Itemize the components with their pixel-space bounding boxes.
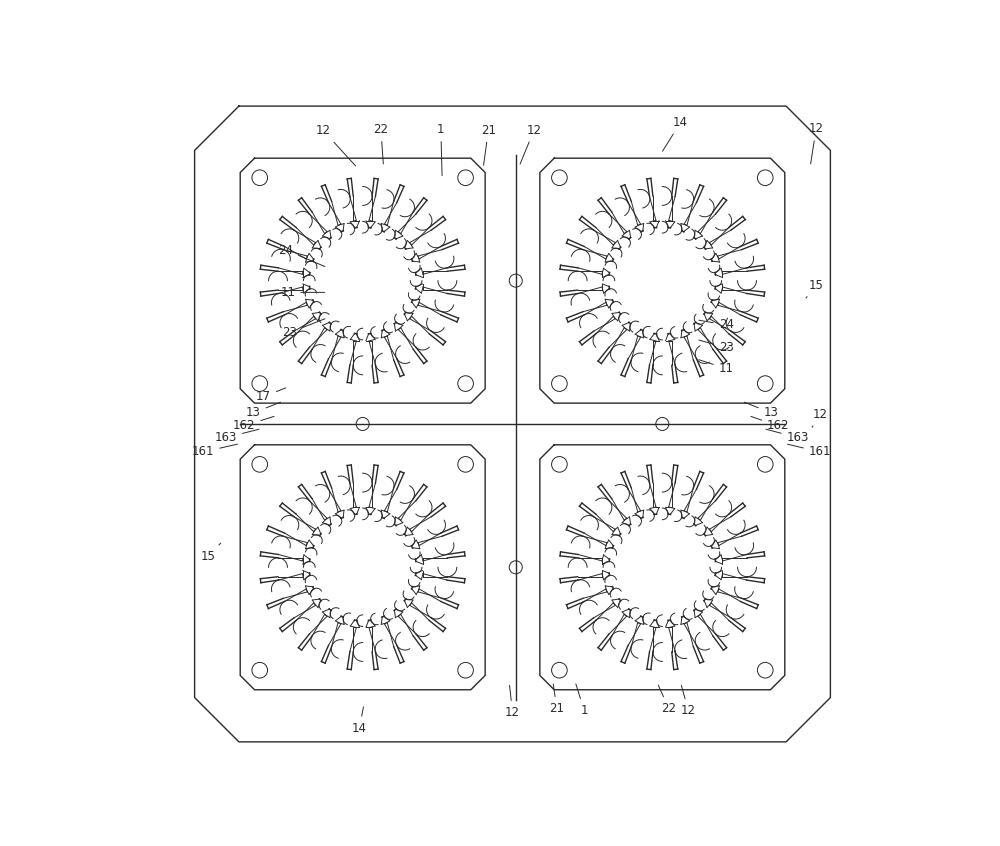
Text: 11: 11 xyxy=(280,286,325,299)
Text: 11: 11 xyxy=(699,360,734,375)
Text: 15: 15 xyxy=(806,278,823,298)
Text: 14: 14 xyxy=(352,706,367,734)
Text: 24: 24 xyxy=(278,244,325,266)
Text: 14: 14 xyxy=(662,116,688,151)
Text: 162: 162 xyxy=(751,416,790,432)
Text: 1: 1 xyxy=(576,684,588,717)
Text: 24: 24 xyxy=(699,318,734,332)
Text: 15: 15 xyxy=(200,543,221,563)
Text: 22: 22 xyxy=(373,123,388,164)
Text: 12: 12 xyxy=(812,408,827,427)
Text: 161: 161 xyxy=(192,444,238,459)
Text: 12: 12 xyxy=(520,124,541,164)
Text: 13: 13 xyxy=(744,402,779,420)
Text: 161: 161 xyxy=(787,444,831,459)
Text: 163: 163 xyxy=(215,429,259,444)
Text: 23: 23 xyxy=(282,319,325,339)
Text: 21: 21 xyxy=(549,684,564,715)
Text: 17: 17 xyxy=(256,387,286,403)
Text: 1: 1 xyxy=(437,123,445,176)
Text: 12: 12 xyxy=(809,123,824,164)
Text: 12: 12 xyxy=(681,685,696,717)
Text: 22: 22 xyxy=(658,685,676,715)
Text: 12: 12 xyxy=(316,124,356,166)
Text: 163: 163 xyxy=(766,429,809,444)
Text: 21: 21 xyxy=(481,124,496,165)
Text: 12: 12 xyxy=(505,685,520,719)
Text: 162: 162 xyxy=(233,416,274,432)
Text: 13: 13 xyxy=(246,402,281,420)
Text: 23: 23 xyxy=(699,340,734,354)
